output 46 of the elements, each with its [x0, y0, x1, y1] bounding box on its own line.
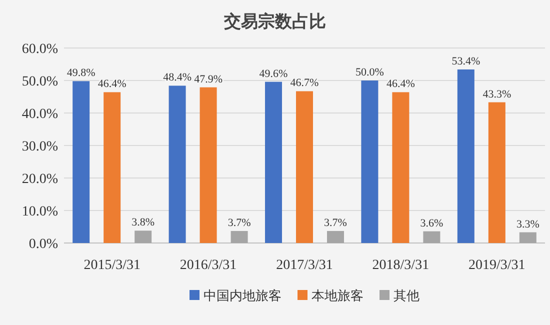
bar — [265, 82, 282, 243]
data-label: 3.3% — [516, 218, 540, 230]
bar — [200, 87, 217, 243]
y-tick-label: 50.0% — [22, 74, 58, 90]
y-tick-label: 0.0% — [28, 237, 58, 252]
bar — [361, 80, 378, 243]
bar — [457, 69, 474, 243]
legend-label: 本地旅客 — [312, 288, 364, 304]
data-label: 3.8% — [132, 216, 155, 229]
data-label: 49.6% — [259, 68, 288, 80]
x-tick-label: 2016/3/31 — [180, 258, 237, 273]
legend-label: 其他 — [394, 289, 420, 304]
data-label: 3.6% — [420, 217, 444, 230]
data-label: 46.4% — [386, 78, 415, 90]
y-tick-label: 10.0% — [22, 204, 58, 220]
legend-label: 中国内地旅客 — [204, 288, 282, 304]
x-tick-label: 2015/3/31 — [84, 258, 140, 273]
bar — [423, 231, 440, 243]
y-tick-label: 60.0% — [22, 42, 58, 57]
data-label: 46.4% — [98, 78, 126, 90]
data-label: 53.4% — [452, 55, 480, 68]
data-label: 43.3% — [482, 88, 512, 100]
bar — [488, 102, 506, 243]
bar — [296, 91, 313, 243]
data-label: 50.0% — [355, 66, 384, 78]
data-label: 3.7% — [324, 216, 347, 229]
y-tick-label: 20.0% — [22, 172, 58, 187]
bar — [392, 92, 410, 243]
chart-title: 交易宗数占比 — [223, 12, 326, 31]
x-tick-label: 2017/3/31 — [276, 258, 333, 273]
bar — [230, 230, 248, 243]
data-label: 3.7% — [228, 216, 251, 229]
data-label: 48.4% — [163, 72, 192, 84]
bar — [134, 230, 152, 243]
bar — [72, 81, 90, 243]
y-tick-label: 30.0% — [22, 140, 58, 154]
bar — [168, 86, 186, 243]
x-tick-label: 2019/3/31 — [468, 258, 526, 273]
x-tick-label: 2018/3/31 — [372, 258, 430, 273]
bar — [327, 230, 344, 243]
y-tick-label: 40.0% — [22, 107, 58, 122]
bar — [519, 232, 536, 243]
data-label: 47.9% — [194, 73, 223, 86]
bar — [104, 92, 121, 243]
data-label: 49.8% — [66, 67, 96, 80]
data-label: 46.7% — [290, 77, 319, 90]
